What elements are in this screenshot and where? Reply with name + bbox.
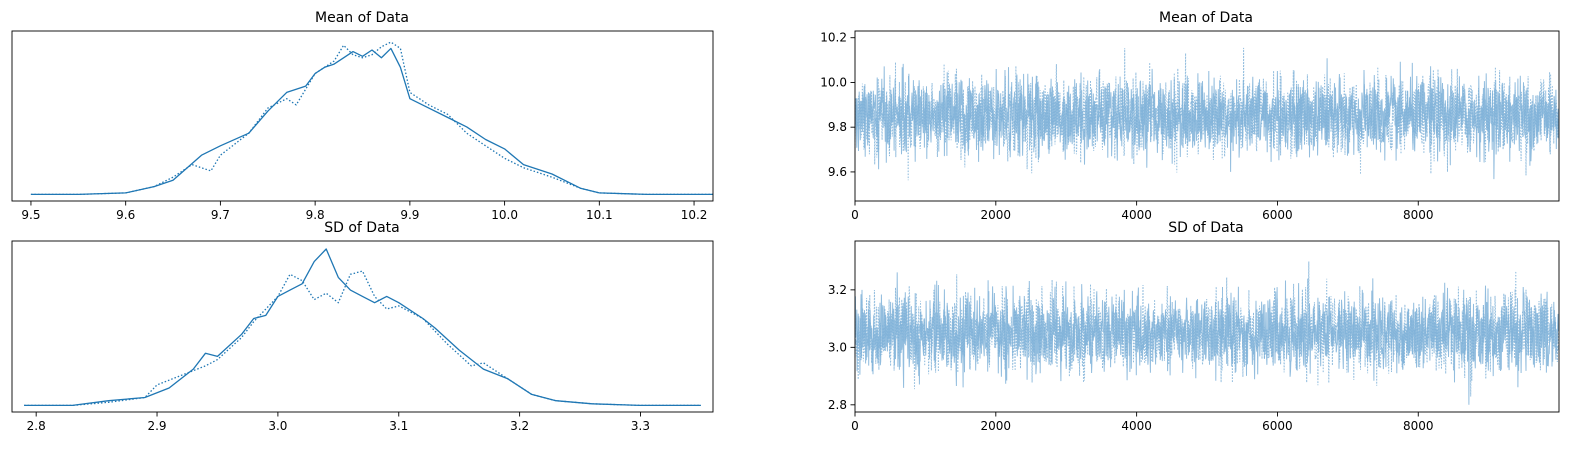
x-tick-label: 4000 — [1121, 419, 1152, 433]
x-tick-label: 3.1 — [389, 419, 408, 433]
kde-line-solid — [24, 248, 701, 407]
axes-frame-mean-kde — [11, 30, 714, 202]
trace-chain-2 — [854, 261, 1560, 397]
y-tick-label: 3.2 — [828, 283, 847, 297]
panel-title-mean-trace: Mean of Data — [1159, 10, 1253, 26]
y-tick-label: 9.8 — [828, 120, 847, 134]
x-tick-label: 9.9 — [400, 208, 419, 222]
panel-title-sd-trace: SD of Data — [1168, 220, 1244, 236]
kde-line-solid — [30, 47, 713, 196]
x-tick-label: 2.8 — [27, 419, 46, 433]
x-tick-label: 9.5 — [21, 208, 40, 222]
panel-title-sd-kde: SD of Data — [324, 220, 400, 236]
y-ticks-mean-trace: 9.6 9.8 10.0 10.2 — [820, 31, 855, 179]
mean-trace-lines — [854, 47, 1560, 181]
sd-trace-lines — [854, 261, 1560, 405]
panel-title-mean-kde: Mean of Data — [315, 10, 409, 26]
x-tick-label: 9.7 — [211, 208, 230, 222]
axes-frame-mean-trace — [854, 30, 1560, 202]
x-tick-label: 6000 — [1262, 419, 1293, 433]
x-tick-label: 9.8 — [306, 208, 325, 222]
x-tick-label: 3.3 — [631, 419, 650, 433]
x-tick-label: 8000 — [1403, 208, 1434, 222]
y-tick-label: 3.0 — [828, 340, 847, 354]
y-ticks-sd-trace: 2.8 3.0 3.2 — [828, 283, 855, 412]
panel-sd-kde: SD of Data 2.8 2.9 3.0 3.1 3.2 3.3 — [11, 220, 714, 433]
y-tick-label: 9.6 — [828, 165, 847, 179]
y-tick-label: 10.0 — [820, 75, 847, 89]
x-tick-label: 2.9 — [147, 419, 166, 433]
panel-sd-trace: SD of Data 0 2000 4000 6000 8000 2.8 3.0 3.2 — [828, 220, 1560, 433]
axes-frame-sd-kde — [11, 240, 714, 413]
x-ticks-sd-kde: 2.8 2.9 3.0 3.1 3.2 3.3 — [27, 412, 650, 433]
x-ticks-mean-kde: 9.5 9.6 9.7 9.8 9.9 10.0 10.1 10.2 — [21, 201, 707, 222]
x-tick-label: 4000 — [1121, 208, 1152, 222]
x-tick-label: 3.0 — [268, 419, 287, 433]
x-tick-label: 3.2 — [510, 419, 529, 433]
axes-frame-sd-trace — [854, 240, 1560, 413]
x-ticks-mean-trace: 0 2000 4000 6000 8000 — [851, 201, 1434, 222]
x-tick-label: 10.2 — [681, 208, 708, 222]
x-tick-label: 0 — [851, 419, 859, 433]
x-tick-label: 0 — [851, 208, 859, 222]
panel-mean-kde: Mean of Data 9.5 9.6 9.7 9.8 9.9 10.0 10.1 10.2 — [11, 10, 714, 222]
mean-kde-lines — [30, 41, 713, 196]
x-tick-label: 9.6 — [116, 208, 135, 222]
y-tick-label: 2.8 — [828, 398, 847, 412]
trace-chain-1 — [854, 272, 1560, 405]
x-tick-label: 2000 — [981, 419, 1012, 433]
x-tick-label: 10.0 — [491, 208, 518, 222]
kde-line-dotted — [24, 270, 701, 407]
x-tick-label: 2000 — [981, 208, 1012, 222]
kde-line-dotted — [30, 41, 713, 196]
x-tick-label: 10.1 — [586, 208, 613, 222]
x-ticks-sd-trace: 0 2000 4000 6000 8000 — [851, 412, 1434, 433]
x-tick-label: 6000 — [1262, 208, 1293, 222]
trace-chain-2 — [854, 47, 1560, 181]
panel-mean-trace: Mean of Data 0 2000 4000 6000 8000 9.6 9.8 10.… — [820, 10, 1560, 222]
y-tick-label: 10.2 — [820, 31, 847, 45]
x-tick-label: 8000 — [1403, 419, 1434, 433]
sd-kde-lines — [24, 248, 701, 407]
